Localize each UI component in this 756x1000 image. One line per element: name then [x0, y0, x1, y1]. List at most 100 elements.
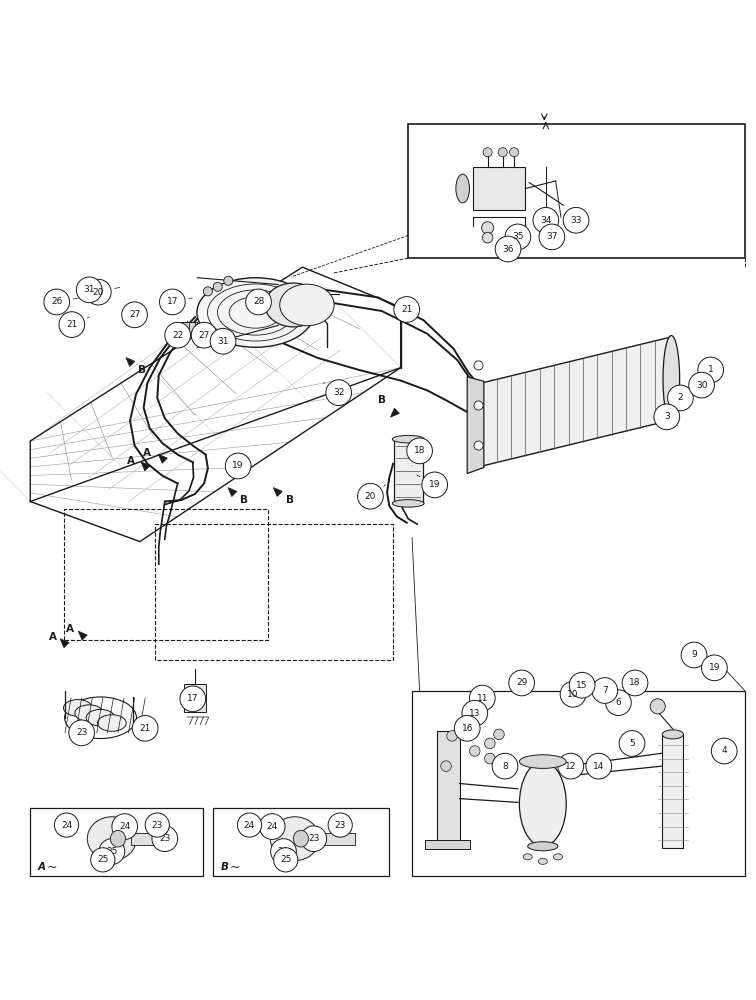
Text: B: B [377, 395, 386, 405]
Text: ~: ~ [47, 860, 57, 873]
Text: 4: 4 [721, 746, 727, 755]
Ellipse shape [392, 500, 424, 507]
Text: 25: 25 [280, 855, 292, 864]
Circle shape [494, 729, 504, 740]
Circle shape [698, 357, 723, 383]
Circle shape [203, 287, 212, 296]
Ellipse shape [293, 830, 308, 847]
Ellipse shape [553, 854, 562, 860]
Text: 37: 37 [546, 232, 558, 241]
Text: 17: 17 [187, 694, 199, 703]
Ellipse shape [519, 762, 566, 846]
Circle shape [539, 224, 565, 250]
Circle shape [498, 148, 507, 157]
Circle shape [619, 731, 645, 756]
Text: 18: 18 [414, 446, 426, 455]
Text: 19: 19 [232, 461, 244, 470]
Circle shape [650, 699, 665, 714]
Text: 31: 31 [217, 337, 229, 346]
Text: 30: 30 [696, 381, 708, 390]
Text: B: B [221, 862, 228, 872]
Circle shape [533, 207, 559, 233]
Text: 26: 26 [51, 297, 63, 306]
Circle shape [474, 441, 483, 450]
Circle shape [191, 322, 217, 348]
Circle shape [274, 848, 298, 872]
Ellipse shape [87, 817, 136, 861]
Bar [30, 808, 203, 876]
Circle shape [689, 372, 714, 398]
Text: A: A [66, 624, 74, 634]
Circle shape [271, 839, 296, 864]
Text: 3: 3 [664, 412, 670, 421]
Text: 17: 17 [166, 297, 178, 306]
Circle shape [76, 277, 102, 303]
Circle shape [160, 289, 185, 315]
Text: 6: 6 [615, 698, 621, 707]
Bar [314, 833, 355, 845]
Text: 19: 19 [708, 663, 720, 672]
Ellipse shape [110, 830, 125, 847]
Bar [178, 322, 197, 334]
Text: 11: 11 [476, 694, 488, 703]
Polygon shape [126, 358, 135, 366]
Text: 25: 25 [277, 847, 290, 856]
Circle shape [462, 700, 488, 726]
Bar [437, 731, 460, 848]
Text: 23: 23 [76, 728, 88, 737]
Bar [412, 691, 745, 876]
Text: 7: 7 [602, 686, 608, 695]
Ellipse shape [663, 336, 680, 423]
Circle shape [505, 224, 531, 250]
Circle shape [586, 753, 612, 779]
Ellipse shape [392, 435, 424, 443]
Text: 1: 1 [708, 365, 714, 374]
Text: 15: 15 [576, 681, 588, 690]
Bar [213, 808, 389, 876]
Text: 36: 36 [502, 245, 514, 254]
Ellipse shape [197, 278, 314, 347]
Circle shape [509, 670, 534, 696]
Ellipse shape [456, 174, 469, 203]
Text: 35: 35 [512, 232, 524, 241]
Text: B: B [138, 365, 146, 375]
Text: 25: 25 [106, 847, 118, 856]
Polygon shape [79, 631, 87, 640]
Circle shape [592, 678, 618, 703]
Text: A: A [126, 456, 135, 466]
Circle shape [447, 731, 457, 741]
Circle shape [326, 380, 352, 405]
Circle shape [711, 738, 737, 764]
Circle shape [681, 642, 707, 668]
Circle shape [441, 761, 451, 771]
Ellipse shape [86, 709, 115, 726]
Text: 27: 27 [129, 310, 141, 319]
Circle shape [91, 848, 115, 872]
Circle shape [210, 328, 236, 354]
Circle shape [301, 826, 327, 852]
Ellipse shape [75, 705, 104, 722]
Text: 20: 20 [364, 492, 376, 501]
Text: 24: 24 [244, 821, 255, 830]
Text: 21: 21 [66, 320, 78, 329]
Circle shape [569, 672, 595, 698]
Circle shape [44, 289, 70, 315]
Bar [425, 840, 470, 849]
Ellipse shape [98, 715, 126, 731]
Text: 21: 21 [401, 305, 413, 314]
Circle shape [469, 746, 480, 756]
Polygon shape [274, 488, 282, 497]
Text: 32: 32 [333, 388, 345, 397]
Circle shape [474, 401, 483, 410]
Circle shape [328, 813, 352, 837]
Circle shape [224, 276, 233, 285]
Circle shape [702, 655, 727, 681]
Circle shape [152, 826, 178, 852]
Circle shape [246, 289, 271, 315]
Text: 14: 14 [593, 762, 605, 771]
Text: 19: 19 [429, 480, 441, 489]
Circle shape [510, 148, 519, 157]
Circle shape [259, 814, 285, 839]
Polygon shape [228, 488, 237, 497]
Circle shape [59, 312, 85, 337]
